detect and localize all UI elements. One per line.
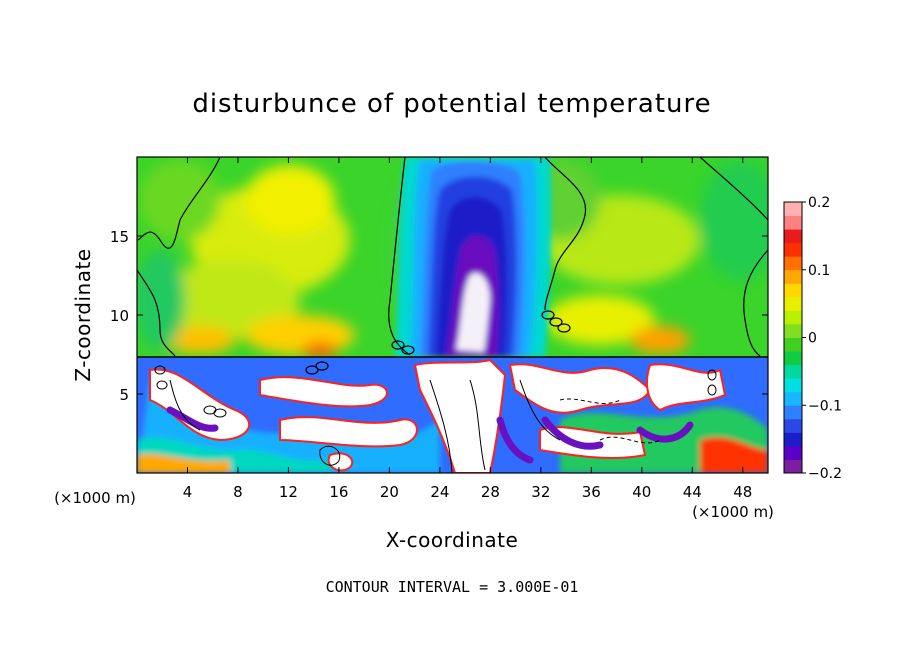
colorbar-swatch: [784, 310, 802, 324]
colorbar-swatch: [784, 459, 802, 473]
colorbar-swatch: [784, 378, 802, 392]
x-tick-label: 12: [279, 483, 298, 501]
colorbar-swatch: [784, 338, 802, 352]
heatmap-plot-area: [135, 157, 780, 473]
colorbar-tick-label: 0: [808, 331, 817, 347]
colorbar-swatch: [784, 256, 802, 270]
x-tick-label: 28: [481, 483, 500, 501]
x-unit-label-left: (×1000 m): [54, 489, 136, 507]
y-tick-label: 5: [119, 386, 129, 404]
colorbar-swatch: [784, 419, 802, 433]
x-tick-label: 40: [632, 483, 651, 501]
colorbar-swatch: [784, 446, 802, 460]
figure: disturbunce of potential temperature: [0, 0, 904, 654]
x-tick-label: 32: [531, 483, 550, 501]
colorbar-swatch: [784, 405, 802, 419]
x-axis-label: X-coordinate: [386, 528, 519, 552]
lower-layer-field: [137, 357, 768, 473]
x-tick-label: 16: [329, 483, 348, 501]
colorbar-tick-label: −0.2: [808, 466, 842, 482]
x-tick-label: 44: [683, 483, 702, 501]
colorbar-swatch: [784, 270, 802, 284]
colorbar-ticks: 0.2 0.1 0 −0.1 −0.2: [802, 195, 842, 482]
colorbar-swatch: [784, 243, 802, 257]
colorbar-swatch: [784, 392, 802, 406]
x-tick-label: 20: [380, 483, 399, 501]
y-axis-label: Z-coordinate: [71, 248, 95, 381]
x-tick-label: 8: [233, 483, 243, 501]
colorbar-swatch: [784, 351, 802, 365]
y-tick-label: 10: [110, 307, 129, 325]
colorbar-swatch: [784, 229, 802, 243]
x-tick-label: 4: [183, 483, 193, 501]
x-unit-label-right: (×1000 m): [692, 503, 774, 521]
colorbar-tick-label: −0.1: [808, 398, 842, 414]
colorbar-swatch: [784, 216, 802, 230]
colorbar-swatch: [784, 283, 802, 297]
cold-plume: [395, 157, 551, 357]
contour-interval-note: CONTOUR INTERVAL = 3.000E-01: [326, 578, 579, 596]
colorbar-tick-label: 0.2: [808, 195, 830, 211]
colorbar-swatch: [784, 365, 802, 379]
x-tick-label: 48: [733, 483, 752, 501]
colorbar-swatch: [784, 432, 802, 446]
x-tick-label: 36: [582, 483, 601, 501]
x-tick-label: 24: [430, 483, 449, 501]
chart-title: disturbunce of potential temperature: [192, 89, 711, 119]
y-tick-label: 15: [110, 228, 129, 246]
colorbar-swatch: [784, 202, 802, 216]
colorbar-swatch: [784, 297, 802, 311]
colorbar: [784, 202, 802, 474]
colorbar-tick-label: 0.1: [808, 263, 830, 279]
colorbar-swatch: [784, 324, 802, 338]
